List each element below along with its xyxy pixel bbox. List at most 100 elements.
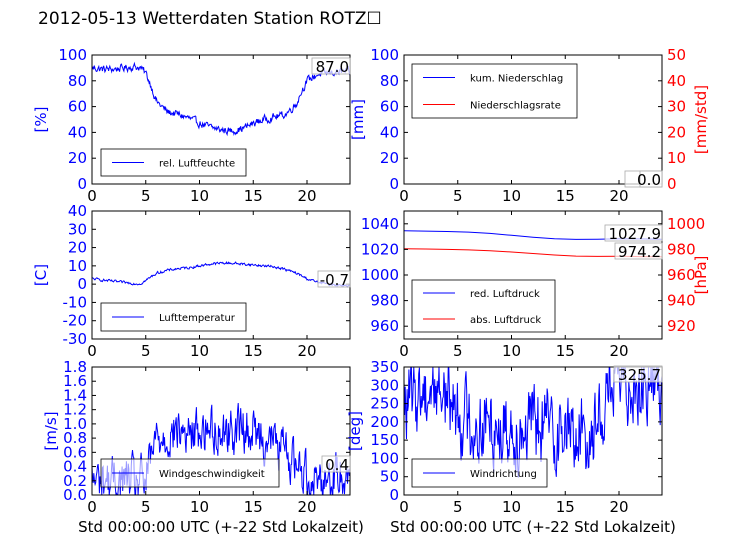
temperature-legend-label: Lufttemperatur <box>159 313 236 324</box>
temperature-xtick-label: 10 <box>190 342 209 360</box>
wind-speed-yaxis-label: [m/s] <box>42 411 60 450</box>
pressure-legend-label: red. Luftdruck <box>470 289 540 300</box>
figure-title: 2012-05-13 Wetterdaten Station ROTZ☐ <box>38 9 382 29</box>
precipitation-y2tick-label: 20 <box>667 123 686 141</box>
wind-direction-xtick-label: 5 <box>453 498 463 516</box>
humidity-xtick-label: 5 <box>141 187 151 205</box>
humidity-yaxis-label: [%] <box>32 107 50 133</box>
pressure-ytick-label: 1040 <box>361 215 399 233</box>
wind-speed-xtick-label: 15 <box>244 498 263 516</box>
wind-direction-xaxis-label: Std 00:00:00 UTC (+-22 Std Lokalzeit) <box>390 518 676 536</box>
temperature-ytick-label: -20 <box>63 312 88 330</box>
precipitation-legend-label: kum. Niederschlag <box>470 74 563 85</box>
wind-direction-ytick-label: 50 <box>380 468 399 486</box>
humidity-current-value: 87.0 <box>316 58 349 76</box>
wind-speed-xtick-label: 0 <box>87 498 97 516</box>
wind-direction-ytick-label: 300 <box>370 376 399 394</box>
wind-direction-ytick-label: 250 <box>370 395 399 413</box>
pressure-current-value-2-box <box>614 242 663 260</box>
pressure-panel: 0 5 10 15 20 960 980 1000 1020 1040 920 940 960 980 10… <box>361 210 710 360</box>
temperature-ytick-label: 20 <box>68 239 87 257</box>
precipitation-current-value-2-box <box>639 170 663 188</box>
precipitation-ytick-label: 40 <box>380 123 399 141</box>
precipitation-y2axis-label: [mm/std] <box>692 85 710 154</box>
wind-speed-ytick-label: 1.8 <box>63 358 87 376</box>
pressure-xtick-label: 0 <box>399 342 409 360</box>
pressure-y2axis-label: [hPa] <box>692 256 710 295</box>
pressure-current-value: 1027.9 <box>609 225 662 243</box>
wind-speed-legend-label: Windgeschwindigkeit <box>159 469 265 480</box>
wind-direction-ytick-label: 200 <box>370 413 399 431</box>
humidity-legend-label: rel. Luftfeuchte <box>159 159 235 170</box>
precipitation-y2tick-label: 0 <box>667 175 677 193</box>
wind-speed-ytick-label: 1.2 <box>63 401 87 419</box>
wind-speed-xtick-label: 10 <box>190 498 209 516</box>
precipitation-y2tick-label: 40 <box>667 72 686 90</box>
pressure-y2tick-label: 1000 <box>667 215 705 233</box>
humidity-ytick-label: 20 <box>68 149 87 167</box>
precipitation-axes-frame <box>403 54 663 185</box>
precipitation-yaxis-label: [mm] <box>349 99 367 140</box>
wind-direction-legend-label: Windrichtung <box>470 469 537 480</box>
pressure-xtick-label: 15 <box>556 342 575 360</box>
humidity-xtick-label: 20 <box>297 187 316 205</box>
wind-direction-current-value-box <box>613 365 663 383</box>
wind-direction-current-value: 325.7 <box>618 366 661 384</box>
wind-direction-series-1-line <box>404 367 662 478</box>
precipitation-ytick-label: 0 <box>389 175 399 193</box>
temperature-panel: 0 5 10 15 20-30-20-10010203040[C]Lufttempera… <box>32 202 351 360</box>
precipitation-ytick-label: 80 <box>380 72 399 90</box>
temperature-yaxis-label: [C] <box>32 264 50 286</box>
temperature-ytick-label: 10 <box>68 257 87 275</box>
precipitation-xtick-label: 5 <box>453 187 463 205</box>
wind-direction-axes-frame <box>403 366 663 496</box>
wind-speed-ytick-label: 0.6 <box>63 443 87 461</box>
humidity-xtick-label: 10 <box>190 187 209 205</box>
pressure-ytick-label: 980 <box>370 292 399 310</box>
temperature-ytick-label: 40 <box>68 202 87 220</box>
wind-direction-ytick-label: 100 <box>370 449 399 467</box>
precipitation-xtick-label: 15 <box>556 187 575 205</box>
temperature-ytick-label: 30 <box>68 220 87 238</box>
humidity-current-value-box <box>311 57 351 75</box>
pressure-xtick-label: 5 <box>453 342 463 360</box>
precipitation-ytick-label: 100 <box>370 46 399 64</box>
wind-speed-ytick-label: 0.8 <box>63 429 87 447</box>
precipitation-xtick-label: 0 <box>399 187 409 205</box>
wind-direction-xtick-label: 15 <box>556 498 575 516</box>
wind-speed-ytick-label: 0.2 <box>63 472 87 490</box>
precipitation-y2tick-label: 50 <box>667 46 686 64</box>
temperature-current-value-box <box>317 270 351 288</box>
temperature-ytick-label: 0 <box>77 275 87 293</box>
temperature-xtick-label: 20 <box>297 342 316 360</box>
pressure-legend-label: abs. Luftdruck <box>470 315 541 326</box>
humidity-xtick-label: 15 <box>244 187 263 205</box>
wind-direction-yaxis-label: [deg] <box>346 411 364 451</box>
wind-speed-current-value-box <box>321 455 351 473</box>
wind-direction-ytick-label: 150 <box>370 431 399 449</box>
temperature-ytick-label: -10 <box>63 293 88 311</box>
pressure-xtick-label: 20 <box>609 342 628 360</box>
temperature-xtick-label: 5 <box>141 342 151 360</box>
humidity-axes-frame <box>91 54 351 185</box>
wind-speed-current-value: 0.4 <box>325 456 349 474</box>
precipitation-xtick-label: 10 <box>502 187 521 205</box>
wind-speed-ytick-label: 0.0 <box>63 486 87 504</box>
pressure-ytick-label: 960 <box>370 317 399 335</box>
wind-speed-xaxis-label: Std 00:00:00 UTC (+-22 Std Lokalzeit) <box>78 518 364 536</box>
precipitation-ytick-label: 20 <box>380 149 399 167</box>
wind-speed-panel: 0 5 10 15 200.00.20.40.60.81.01.21.41.61.8[m… <box>42 358 364 536</box>
humidity-ytick-label: 0 <box>77 175 87 193</box>
pressure-legend-box <box>411 279 556 333</box>
pressure-current-value-box <box>604 224 663 242</box>
humidity-ytick-label: 40 <box>68 123 87 141</box>
humidity-xtick-label: 0 <box>87 187 97 205</box>
wind-speed-ytick-label: 1.0 <box>63 415 87 433</box>
pressure-y2tick-label: 940 <box>667 292 696 310</box>
wind-direction-xtick-label: 0 <box>399 498 409 516</box>
humidity-ytick-label: 80 <box>68 72 87 90</box>
precipitation-legend-label: Niederschlagsrate <box>470 101 561 112</box>
temperature-xtick-label: 0 <box>87 342 97 360</box>
wind-direction-xtick-label: 10 <box>502 498 521 516</box>
